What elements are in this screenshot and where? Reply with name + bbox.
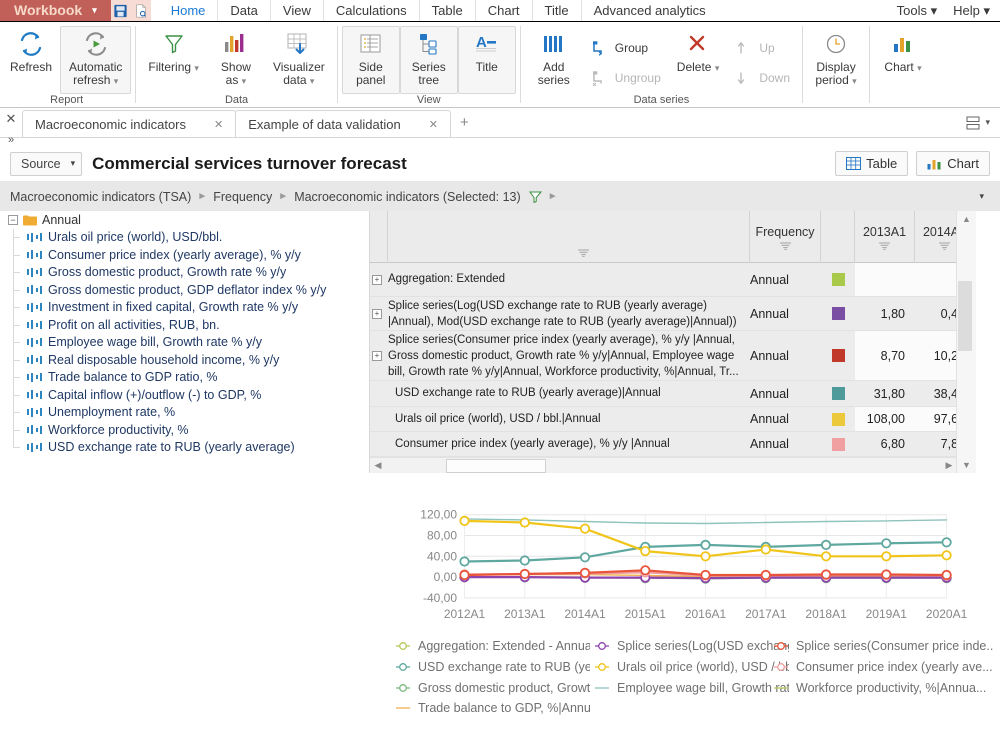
svg-text:2012A1: 2012A1 bbox=[444, 607, 486, 621]
svg-text:2016A1: 2016A1 bbox=[685, 607, 727, 621]
svg-text:0,00: 0,00 bbox=[434, 570, 458, 584]
svg-text:-40,00: -40,00 bbox=[423, 591, 457, 605]
svg-text:120,00: 120,00 bbox=[420, 508, 457, 522]
svg-text:2017A1: 2017A1 bbox=[745, 607, 787, 621]
svg-text:40,00: 40,00 bbox=[427, 549, 457, 563]
svg-text:2014A1: 2014A1 bbox=[564, 607, 606, 621]
svg-text:2013A1: 2013A1 bbox=[504, 607, 546, 621]
svg-text:2019A1: 2019A1 bbox=[866, 607, 908, 621]
svg-text:2018A1: 2018A1 bbox=[805, 607, 847, 621]
svg-text:2015A1: 2015A1 bbox=[625, 607, 667, 621]
svg-text:80,00: 80,00 bbox=[427, 529, 457, 543]
svg-text:2020A1: 2020A1 bbox=[926, 607, 968, 621]
